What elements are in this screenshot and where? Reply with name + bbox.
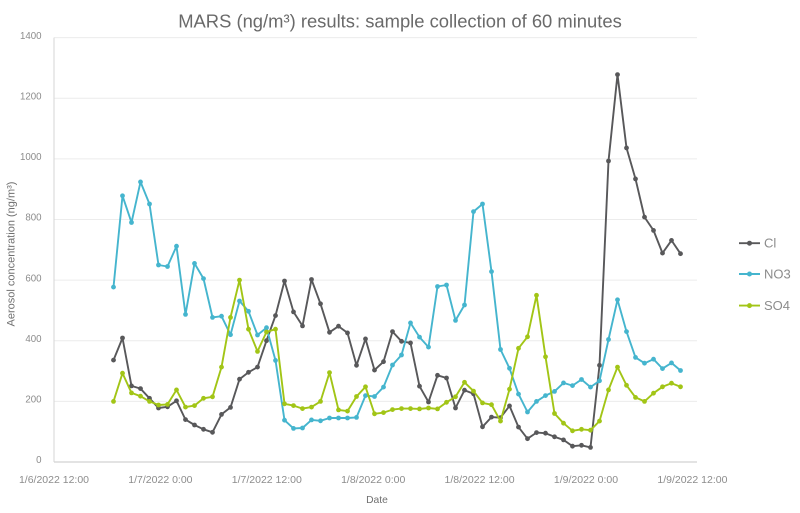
svg-text:1/7/2022 0:00: 1/7/2022 0:00 (128, 474, 192, 486)
svg-text:1/7/2022 12:00: 1/7/2022 12:00 (232, 474, 302, 486)
svg-text:1/9/2022 0:00: 1/9/2022 0:00 (554, 474, 618, 486)
svg-text:1/8/2022 12:00: 1/8/2022 12:00 (445, 474, 515, 486)
svg-text:0: 0 (36, 455, 42, 466)
svg-text:400: 400 (25, 334, 42, 345)
svg-text:NO3: NO3 (764, 267, 791, 282)
svg-text:Cl: Cl (764, 236, 776, 251)
svg-text:1400: 1400 (20, 31, 42, 42)
svg-text:1/6/2022 12:00: 1/6/2022 12:00 (19, 474, 89, 486)
svg-text:MARS (ng/m³) results: sample c: MARS (ng/m³) results: sample collection … (178, 11, 622, 32)
svg-text:Date: Date (366, 495, 388, 506)
svg-text:600: 600 (25, 273, 42, 284)
svg-text:1000: 1000 (20, 152, 42, 163)
svg-text:800: 800 (25, 213, 42, 224)
svg-text:1/8/2022 0:00: 1/8/2022 0:00 (341, 474, 405, 486)
svg-text:200: 200 (25, 395, 42, 406)
svg-text:SO4: SO4 (764, 298, 790, 313)
svg-text:1200: 1200 (20, 91, 42, 102)
svg-text:1/9/2022 12:00: 1/9/2022 12:00 (657, 474, 727, 486)
svg-text:Aerosol concentration (ng/m³): Aerosol concentration (ng/m³) (6, 182, 18, 327)
